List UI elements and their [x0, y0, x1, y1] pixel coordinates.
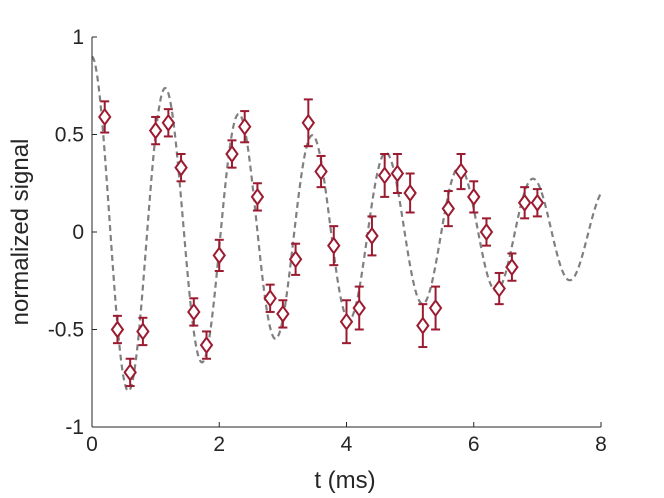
diamond-marker	[161, 113, 176, 132]
diamond-marker	[479, 222, 494, 242]
data-point	[505, 252, 519, 282]
x-axis-label: t (ms)	[314, 467, 375, 494]
data-point	[123, 357, 137, 388]
data-point	[110, 314, 125, 345]
data-point	[390, 153, 405, 194]
diamond-marker	[314, 162, 328, 181]
diamond-marker	[97, 107, 112, 127]
data-point	[314, 154, 328, 189]
data-point	[365, 215, 379, 257]
data-point	[467, 180, 481, 214]
data-point	[97, 100, 112, 134]
data-point	[263, 283, 277, 313]
data-point	[136, 316, 150, 347]
data-point	[327, 225, 341, 267]
diamond-marker	[110, 320, 125, 339]
data-point	[428, 285, 443, 331]
diamond-marker	[492, 279, 506, 298]
data-point	[403, 172, 417, 214]
data-point	[161, 108, 176, 138]
diamond-marker	[352, 298, 366, 318]
x-tick-label: 8	[595, 433, 607, 456]
data-point	[212, 238, 226, 272]
diamond-marker	[301, 113, 316, 132]
diamond-marker	[263, 289, 277, 308]
data-point	[441, 190, 456, 228]
data-point	[530, 188, 545, 218]
data-point	[301, 98, 316, 148]
data-point	[479, 217, 494, 247]
data-point	[225, 139, 239, 169]
axes: 0 2 4 6 8 -1 -0.5 0 0.5 1	[48, 26, 607, 456]
diamond-marker	[517, 193, 532, 212]
diamond-marker	[416, 316, 430, 335]
y-tick-label: -0.5	[48, 319, 84, 342]
data-point	[492, 271, 506, 306]
data-point	[352, 285, 366, 331]
x-tick-label: 6	[468, 433, 480, 456]
diamond-marker	[403, 183, 417, 203]
diamond-marker	[288, 250, 303, 269]
data-point	[148, 115, 163, 146]
y-tick-label: 0.5	[55, 124, 84, 147]
x-tick-label: 2	[213, 433, 225, 456]
diamond-marker	[123, 363, 137, 382]
diamond-marker	[441, 199, 456, 218]
data-point	[416, 303, 430, 349]
diamond-marker	[428, 298, 443, 318]
y-axis-label: normalized signal	[7, 139, 34, 326]
data-point	[187, 297, 201, 327]
diamond-marker	[136, 322, 150, 341]
diamond-marker	[174, 158, 188, 177]
diamond-marker	[148, 121, 163, 140]
diamond-marker	[505, 257, 519, 277]
data-point	[199, 330, 214, 360]
y-tick-label: 0	[72, 221, 84, 244]
diamond-marker	[327, 236, 341, 255]
diamond-marker	[250, 187, 265, 207]
data-point	[339, 299, 354, 345]
data-point	[288, 242, 303, 276]
diamond-marker	[365, 226, 379, 246]
data-point	[377, 153, 392, 198]
data-point	[250, 182, 265, 212]
diamond-marker	[187, 302, 201, 322]
x-tick-label: 0	[86, 433, 98, 456]
y-tick-label: -1	[65, 416, 84, 439]
diamond-marker	[276, 304, 290, 324]
diamond-marker	[454, 162, 468, 181]
data-point	[174, 153, 188, 183]
diamond-marker	[225, 144, 239, 164]
data-points-layer	[97, 98, 545, 388]
x-tick-label: 4	[341, 433, 353, 456]
diamond-marker	[237, 117, 252, 136]
data-point	[237, 110, 252, 144]
diamond-marker	[467, 187, 481, 207]
diamond-marker	[390, 164, 405, 183]
diamond-marker	[377, 166, 392, 185]
diamond-marker	[530, 193, 545, 212]
data-point	[517, 186, 532, 220]
data-point	[454, 153, 468, 191]
data-point	[276, 299, 290, 329]
diamond-marker	[212, 246, 226, 265]
y-tick-label: 1	[72, 26, 84, 49]
diamond-marker	[339, 312, 354, 331]
diamond-marker	[199, 335, 214, 355]
